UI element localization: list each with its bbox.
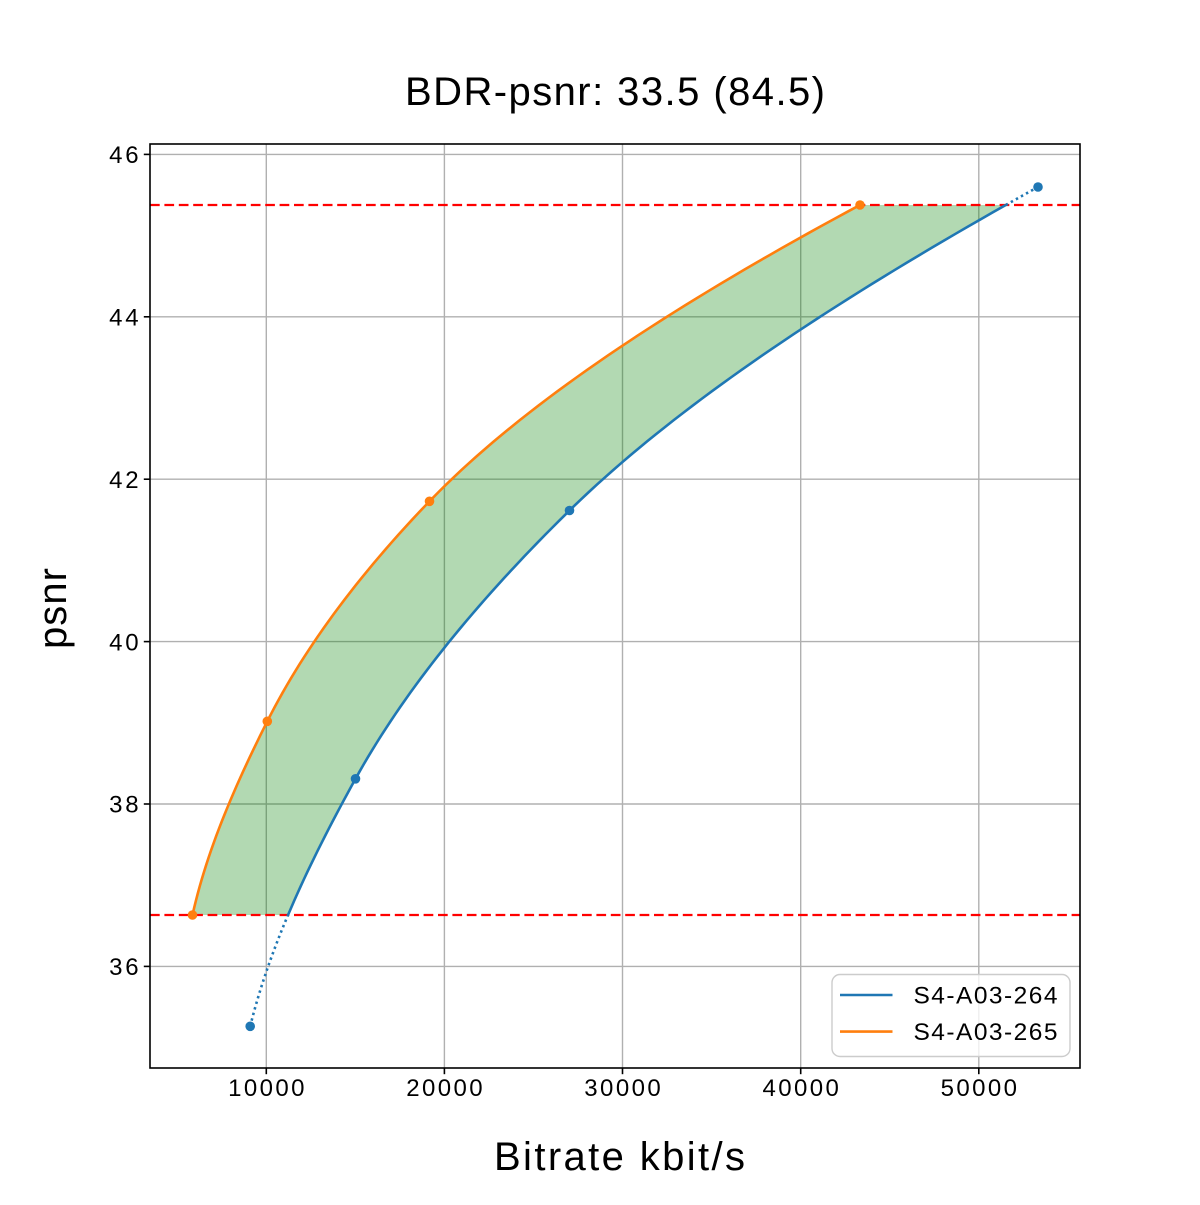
svg-text:S4-A03-265: S4-A03-265: [914, 1019, 1058, 1046]
svg-text:50000: 50000: [941, 1075, 1017, 1102]
svg-text:30000: 30000: [584, 1075, 660, 1102]
svg-text:20000: 20000: [406, 1075, 482, 1102]
svg-text:10000: 10000: [228, 1075, 304, 1102]
svg-text:S4-A03-264: S4-A03-264: [914, 983, 1058, 1010]
svg-text:BDR-psnr: 33.5 (84.5): BDR-psnr: 33.5 (84.5): [405, 70, 825, 114]
svg-text:psnr: psnr: [31, 568, 75, 649]
svg-text:Bitrate kbit/s: Bitrate kbit/s: [494, 1135, 745, 1179]
svg-text:40000: 40000: [763, 1075, 839, 1102]
